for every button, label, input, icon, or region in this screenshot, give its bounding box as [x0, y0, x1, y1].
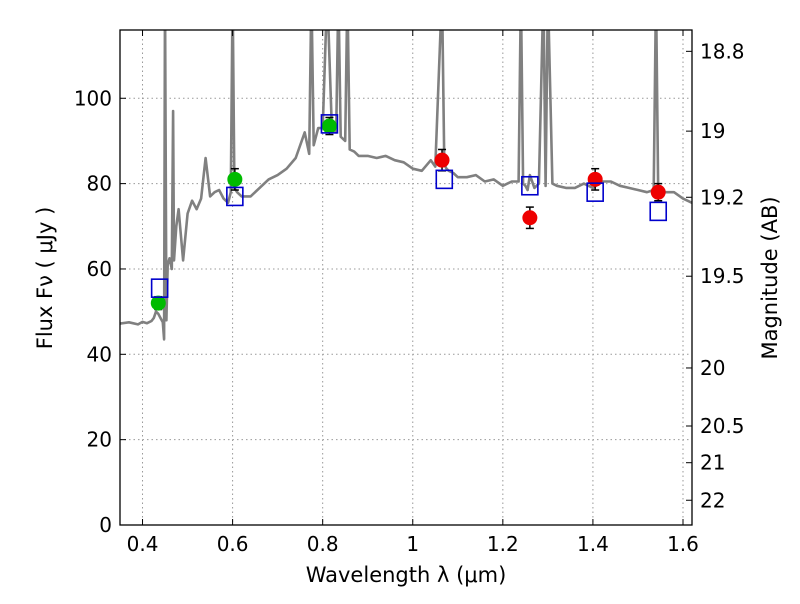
x-tick-label: 1.4: [577, 532, 609, 556]
right-tick-label: 20: [700, 356, 725, 380]
y-tick-label: 100: [74, 86, 112, 110]
y-tick-label: 0: [99, 513, 112, 537]
x-tick-label: 1.6: [667, 532, 699, 556]
model-flux-square: [150, 278, 169, 298]
model-flux-square: [649, 201, 668, 222]
model-flux-square: [320, 114, 339, 134]
y-tick-label: 60: [87, 257, 112, 281]
red-data-point: [434, 152, 450, 168]
y-tick-label: 80: [87, 172, 112, 196]
x-tick-label: 1: [406, 532, 419, 556]
right-tick-label: 19: [700, 119, 725, 143]
model-flux-square: [521, 175, 539, 196]
plot-area: [120, 30, 692, 341]
red-data-point: [650, 184, 666, 200]
x-axis-label: Wavelength λ (μm): [306, 563, 507, 587]
x-tick-label: 0.8: [307, 532, 339, 556]
y-tick-label: 40: [87, 342, 112, 366]
green-data-point: [150, 295, 166, 311]
model-flux-square: [586, 182, 604, 202]
model-flux-square: [226, 186, 244, 207]
right-tick-label: 20.5: [700, 414, 745, 438]
right-tick-label: 19.5: [700, 264, 745, 288]
x-tick-label: 0.6: [217, 532, 249, 556]
grid-lines: [120, 30, 692, 526]
red-data-point: [522, 210, 538, 226]
red-data-point: [587, 171, 603, 187]
green-data-point: [321, 118, 337, 134]
plot-frame: [119, 29, 693, 526]
y-tick-label: 20: [87, 428, 112, 452]
model-flux-square: [435, 169, 454, 190]
right-tick-label: 18.8: [700, 39, 745, 63]
y-axis-label: Flux Fν ( μJy ): [33, 207, 57, 350]
right-axis-label: Magnitude (AB): [758, 196, 782, 359]
spectrum-line: [120, 30, 692, 341]
x-tick-label: 0.4: [127, 532, 159, 556]
green-data-point: [227, 171, 243, 187]
right-tick-label: 19.2: [700, 185, 745, 209]
x-tick-label: 1.2: [487, 532, 519, 556]
right-tick-label: 22: [700, 488, 725, 512]
axis-ticks: 0.4 0.6 0.8 1 1.2 1.4 1.6 0 20 40 60 80 100 18.8 19 19.…: [74, 30, 745, 556]
right-tick-label: 21: [700, 451, 725, 475]
